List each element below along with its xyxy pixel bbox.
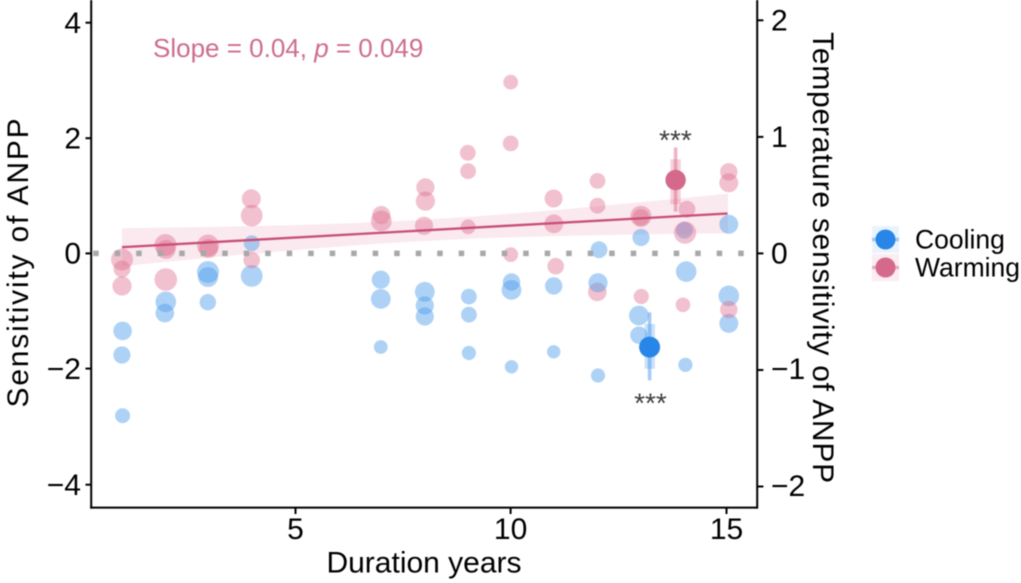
svg-text:Cooling: Cooling <box>915 225 1005 255</box>
svg-text:5: 5 <box>287 513 304 546</box>
svg-text:−1: −1 <box>771 353 805 386</box>
svg-text:2: 2 <box>771 5 788 38</box>
svg-text:1: 1 <box>771 121 788 154</box>
svg-text:−2: −2 <box>47 353 81 386</box>
svg-text:Duration years: Duration years <box>326 547 521 580</box>
svg-text:0: 0 <box>64 238 81 271</box>
svg-text:***: *** <box>659 125 692 156</box>
svg-text:Slope = 0.04, p = 0.049: Slope = 0.04, p = 0.049 <box>153 33 423 63</box>
svg-text:15: 15 <box>710 513 743 546</box>
svg-text:Sensitivity of ANPP: Sensitivity of ANPP <box>2 117 35 408</box>
svg-text:4: 4 <box>64 7 81 40</box>
svg-text:0: 0 <box>771 238 788 271</box>
svg-text:Warming: Warming <box>915 253 1020 283</box>
svg-text:2: 2 <box>64 123 81 156</box>
svg-text:10: 10 <box>494 513 527 546</box>
svg-text:−4: −4 <box>47 469 81 502</box>
svg-text:−2: −2 <box>771 470 805 503</box>
svg-text:Temperature sensitivity of ANP: Temperature sensitivity of ANPP <box>806 32 839 484</box>
svg-text:***: *** <box>634 387 667 418</box>
